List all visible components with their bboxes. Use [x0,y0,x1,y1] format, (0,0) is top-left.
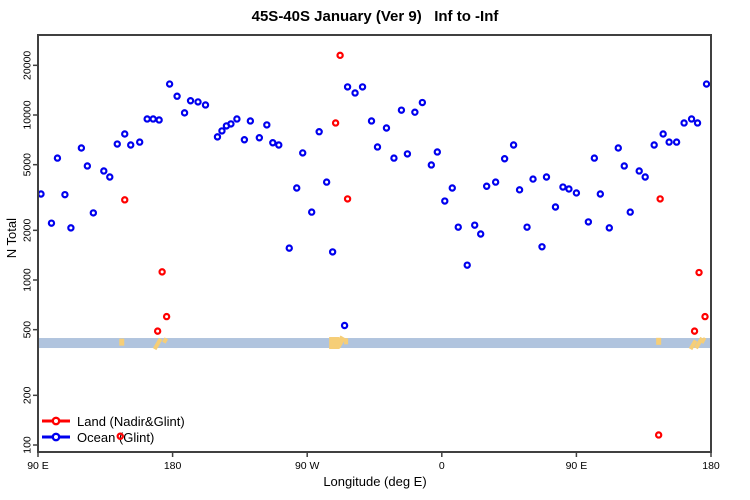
svg-text:500: 500 [22,321,34,339]
svg-text:10000: 10000 [22,100,34,129]
svg-text:2000: 2000 [22,218,34,242]
legend-item-ocean: Ocean (Glint) [41,429,185,445]
legend-item-land: Land (Nadir&Glint) [41,413,185,429]
legend-label-ocean: Ocean (Glint) [77,429,155,445]
svg-text:200: 200 [22,386,34,404]
svg-text:90 E: 90 E [27,460,49,472]
svg-text:90 E: 90 E [566,460,588,472]
svg-text:180: 180 [702,460,720,472]
svg-text:90 W: 90 W [295,460,320,472]
legend-line-circle-icon [42,416,70,426]
svg-text:1000: 1000 [22,268,34,292]
svg-text:100: 100 [22,436,34,454]
legend-label-land: Land (Nadir&Glint) [77,413,185,429]
chart-title: 45S-40S January (Ver 9) Inf to -Inf [251,8,499,25]
svg-text:0: 0 [439,460,445,472]
legend-line-circle-icon [42,432,70,442]
svg-text:180: 180 [164,460,182,472]
svg-text:5000: 5000 [22,153,34,177]
svg-text:20000: 20000 [22,51,34,80]
x-axis-label: Longitude (deg E) [323,474,427,489]
legend: Land (Nadir&Glint) Ocean (Glint) [41,413,185,445]
